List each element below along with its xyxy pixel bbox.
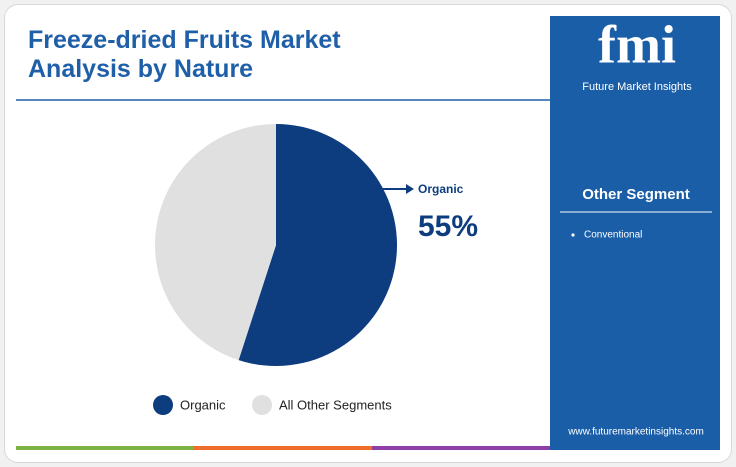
brand: Future Market Insights — [582, 81, 692, 93]
legend-label: Organic — [180, 397, 226, 412]
callout-label: Organic — [418, 182, 464, 196]
callout-arrow-head — [406, 184, 414, 194]
bullet — [571, 233, 575, 237]
sidebar-heading: Other Segment — [582, 186, 690, 203]
stripe — [194, 446, 372, 450]
pie-slice — [155, 124, 276, 361]
logo: fmi — [598, 14, 676, 74]
legend-label: All Other Segments — [279, 397, 392, 412]
stripe — [550, 446, 720, 450]
pie-slice — [238, 124, 397, 367]
legend-swatch — [252, 395, 272, 415]
value-label: 55% — [418, 210, 478, 243]
sidebar-item: Conventional — [584, 230, 642, 241]
chart-title: Freeze-dried Fruits Market Analysis by N… — [28, 26, 341, 83]
url: www.futuremarketinsights.com — [567, 427, 704, 438]
stripe — [372, 446, 550, 450]
stripe — [16, 446, 194, 450]
legend-swatch — [153, 395, 173, 415]
sidebar — [550, 16, 720, 448]
